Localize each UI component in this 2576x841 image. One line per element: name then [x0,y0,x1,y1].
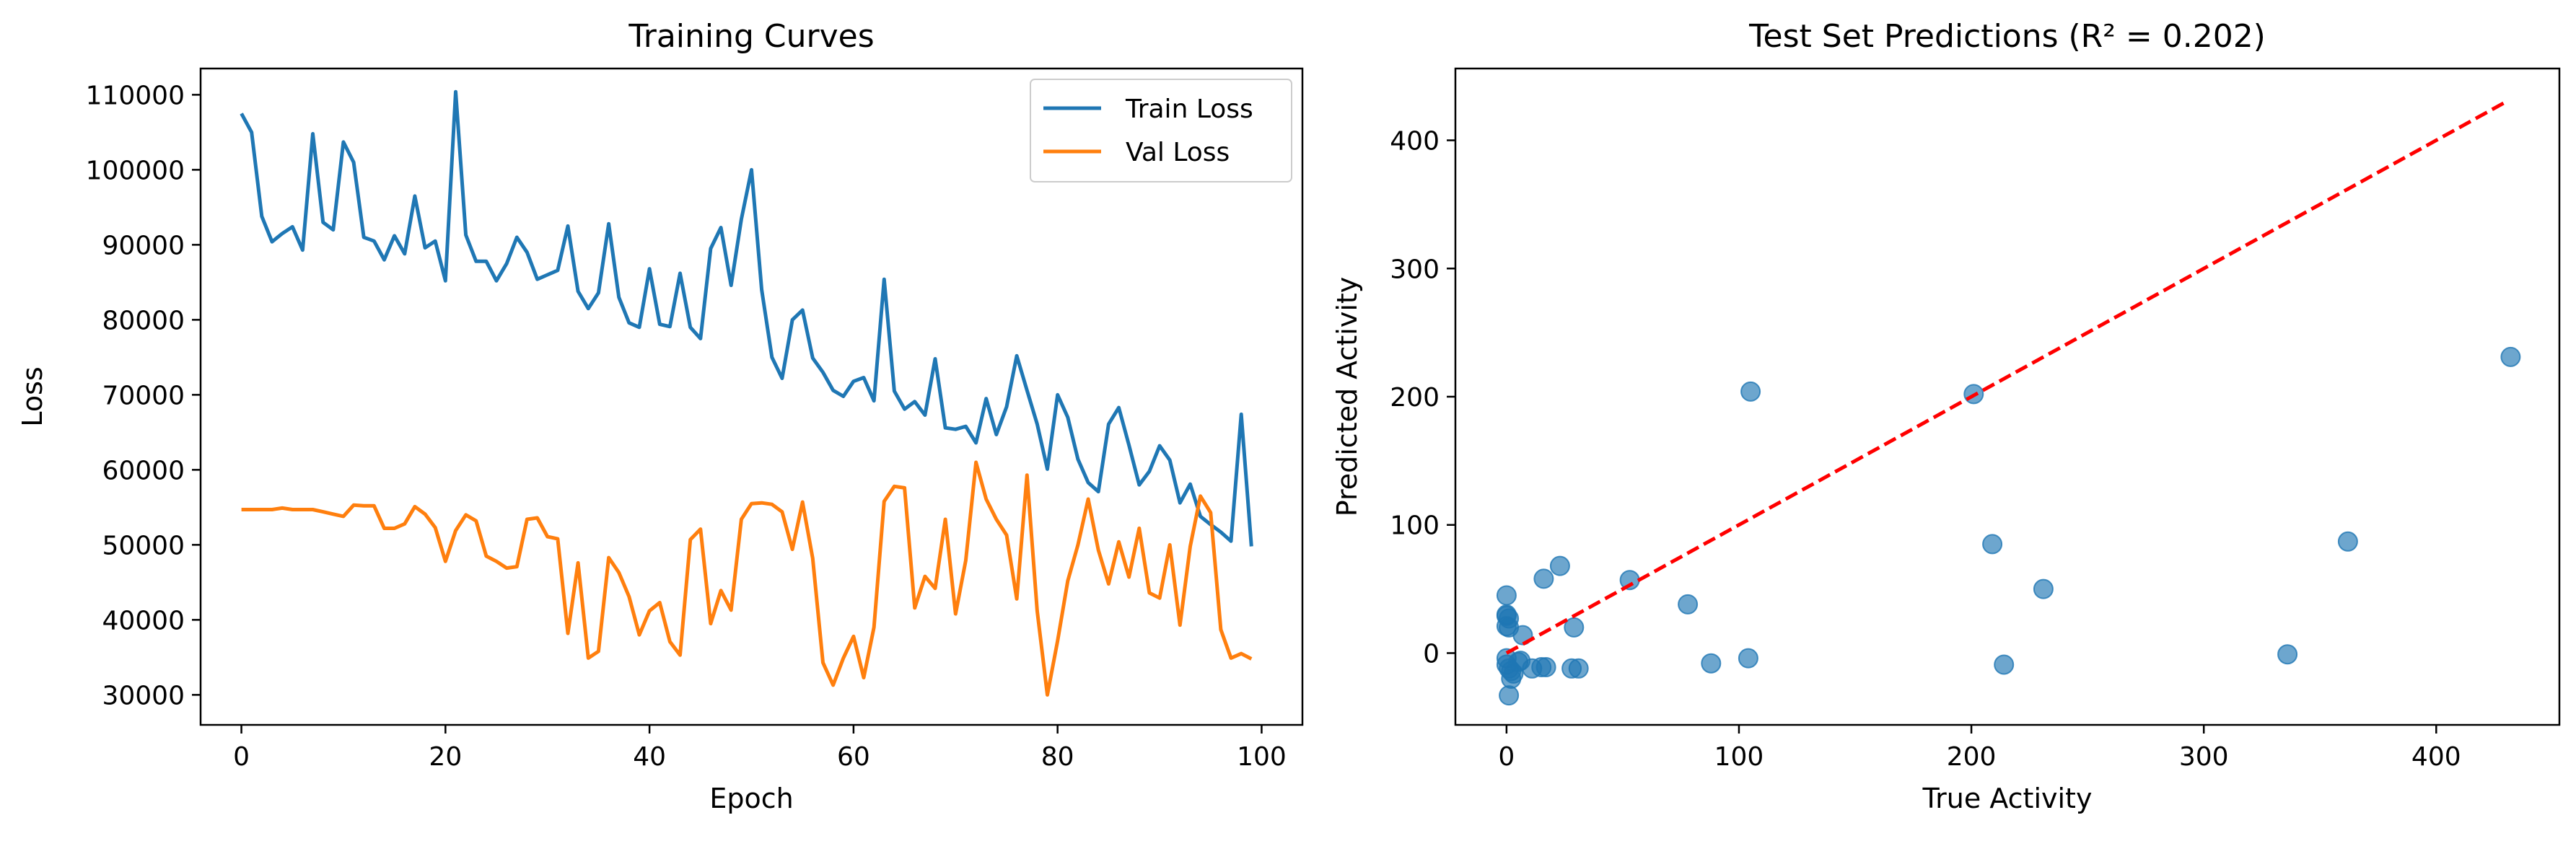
x-tick-label: 100 [1714,742,1764,772]
y-tick-label: 60000 [102,456,185,485]
y-axis-label: Loss [17,366,48,426]
y-axis: 30000 40000 50000 60000 70000 80000 90000 10000… [86,81,201,710]
x-tick-label: 80 [1041,742,1074,772]
series-line-val-loss [241,460,1253,697]
scatter-point [1678,594,1699,615]
scatter-point [1994,654,2015,675]
x-tick-label: 200 [1947,742,1997,772]
y-tick-label: 0 [1423,639,1440,669]
y-tick-label: 100000 [86,156,185,185]
scatter-point [1701,653,1722,674]
y-axis: 0 100 200 300 400 [1390,127,1455,669]
legend-label-train-loss: Train Loss [1125,94,1253,124]
legend-label-val-loss: Val Loss [1126,138,1230,167]
y-tick-label: 300 [1390,255,1440,284]
plot-area [1496,99,2521,706]
legend: Train Loss Val Loss [1030,79,1292,182]
y-tick-label: 200 [1390,383,1440,413]
legend-box [1030,79,1292,182]
y-tick-label: 400 [1390,127,1440,157]
test-predictions-panel: Test Set Predictions (R² = 0.202) 0 100 20… [1331,18,2561,814]
x-tick-label: 60 [837,742,870,772]
x-tick-label: 100 [1237,742,1287,772]
series-line-train-loss [240,89,1253,547]
scatter-point [2033,578,2054,599]
chart-title: Training Curves [628,18,874,55]
x-tick-label: 400 [2411,742,2461,772]
scatter-point [1496,585,1517,606]
x-tick-label: 0 [233,742,250,772]
scatter-point [1499,685,1520,706]
scatter-point [2500,346,2521,367]
x-axis-label: Epoch [709,783,793,814]
y-tick-label: 100 [1390,511,1440,541]
scatter-point [1982,534,2003,555]
x-tick-label: 40 [633,742,666,772]
scatter-point [1740,381,1761,402]
y-tick-label: 90000 [102,231,185,260]
training-curves-panel: Training Curves 0 20 40 60 80 100 30000 40000 5… [17,18,1304,814]
x-axis: 0 100 200 300 400 [1498,725,2461,772]
y-tick-label: 110000 [86,81,185,110]
x-axis-label: True Activity [1922,783,2093,814]
axes-frame [199,67,1304,726]
chart-title: Test Set Predictions (R² = 0.202) [1748,18,2266,55]
scatter-point [1738,648,1758,669]
x-tick-label: 0 [1498,742,1515,772]
y-tick-label: 70000 [102,381,185,410]
x-axis: 0 20 40 60 80 100 [233,725,1287,772]
reference-line [1505,99,2510,655]
plot-area [240,89,1253,697]
scatter-point [1501,669,1522,689]
scatter-point [2277,644,2298,665]
scatter-point [1549,555,1570,576]
y-tick-label: 80000 [102,306,185,335]
y-tick-label: 50000 [102,531,185,560]
x-tick-label: 20 [429,742,462,772]
y-tick-label: 40000 [102,606,185,635]
y-tick-label: 30000 [102,681,185,710]
x-tick-label: 300 [2179,742,2229,772]
scatter-point [1533,568,1554,589]
y-axis-label: Predicted Activity [1331,277,1363,517]
scatter-point [1535,657,1556,677]
scatter-point [1564,617,1585,638]
scatter-point [2337,531,2358,552]
scatter-point [1568,658,1589,679]
